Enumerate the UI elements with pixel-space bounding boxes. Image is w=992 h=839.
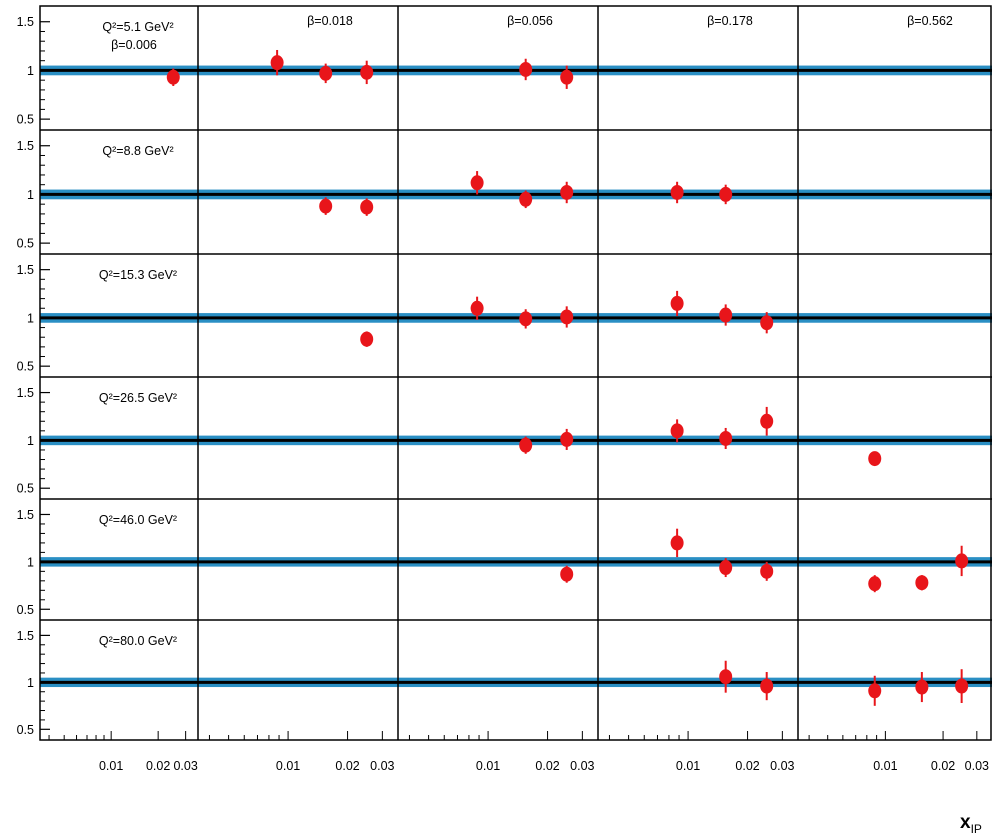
data-point [470,300,484,316]
y-tick-label: 1.5 [17,139,34,153]
x-tick-label: 0.03 [570,759,594,773]
data-point [360,199,374,215]
data-point [360,331,374,347]
data-point [719,430,733,446]
data-point [915,575,929,591]
panel-grid [39,5,992,741]
x-tick-label: 0.02 [735,759,759,773]
y-tick-label: 0.5 [17,723,34,737]
q2-label: Q²=46.0 GeV² [99,513,177,527]
data-point [719,186,733,202]
data-point [560,566,574,582]
data-point [670,295,684,311]
chart-labels: 0.5 1 1.5 0.5 1 1.5 0.5 1 1.5 0.5 1 1.5 0.5 1 1.5 0.5 1 1… [17,14,989,836]
data-point [760,563,774,579]
beta-label: β=0.056 [507,14,553,28]
data-point [868,576,882,592]
data-point [868,683,882,699]
data-point [270,55,284,71]
data-point [519,311,533,327]
data-point [560,184,574,200]
beta-label: β=0.018 [307,14,353,28]
y-tick-label: 1 [27,555,34,569]
y-tick-label: 1.5 [17,15,34,29]
data-point [319,65,333,81]
data-point [519,61,533,77]
y-tick-label: 0.5 [17,113,34,127]
data-point [670,423,684,439]
q2-label: Q²=80.0 GeV² [99,634,177,648]
y-tick-label: 1 [27,188,34,202]
data-point [760,678,774,694]
x-tick-label: 0.01 [276,759,300,773]
x-tick-label: 0.03 [173,759,197,773]
y-tick-label: 0.5 [17,237,34,251]
q2-label: Q²=5.1 GeV² [102,20,173,34]
data-point [166,69,180,85]
q2-label: Q²=8.8 GeV² [102,144,173,158]
data-point [470,175,484,191]
x-tick-label: 0.03 [965,759,989,773]
y-tick-label: 1 [27,434,34,448]
data-point [360,64,374,80]
data-point [760,413,774,429]
data-point [519,191,533,207]
x-tick-label: 0.01 [873,759,897,773]
data-point [519,437,533,453]
data-point [955,678,969,694]
data-point [319,198,333,214]
q2-label: Q²=15.3 GeV² [99,268,177,282]
q2-label: Q²=26.5 GeV² [99,391,177,405]
beta-label: β=0.562 [907,14,953,28]
data-point [719,669,733,685]
x-tick-label: 0.02 [335,759,359,773]
y-tick-label: 0.5 [17,360,34,374]
y-tick-label: 0.5 [17,603,34,617]
x-tick-label: 0.02 [931,759,955,773]
data-point [955,553,969,569]
x-axis-title-subscript: IP [971,822,982,836]
data-point [915,679,929,695]
plot-frame [39,5,992,741]
data-point [719,560,733,576]
y-tick-label: 1.5 [17,386,34,400]
x-tick-label: 0.01 [476,759,500,773]
x-tick-label: 0.01 [99,759,123,773]
data-point [868,451,882,467]
y-tick-label: 1.5 [17,263,34,277]
data-point [560,69,574,85]
beta-label: β=0.178 [707,14,753,28]
y-tick-label: 1.5 [17,629,34,643]
x-tick-label: 0.02 [535,759,559,773]
beta-label: β=0.006 [111,38,157,52]
data-point [670,184,684,200]
y-tick-label: 1 [27,311,34,325]
data-point [560,431,574,447]
y-tick-label: 1 [27,64,34,78]
x-tick-label: 0.03 [370,759,394,773]
data-point [719,307,733,323]
y-tick-label: 1 [27,676,34,690]
x-tick-label: 0.01 [676,759,700,773]
y-tick-label: 1.5 [17,508,34,522]
y-tick-label: 0.5 [17,482,34,496]
x-tick-label: 0.02 [146,759,170,773]
x-axis-title: xIP [960,812,982,836]
data-point [670,535,684,551]
data-point [560,309,574,325]
data-point [760,315,774,331]
x-tick-label: 0.03 [770,759,794,773]
